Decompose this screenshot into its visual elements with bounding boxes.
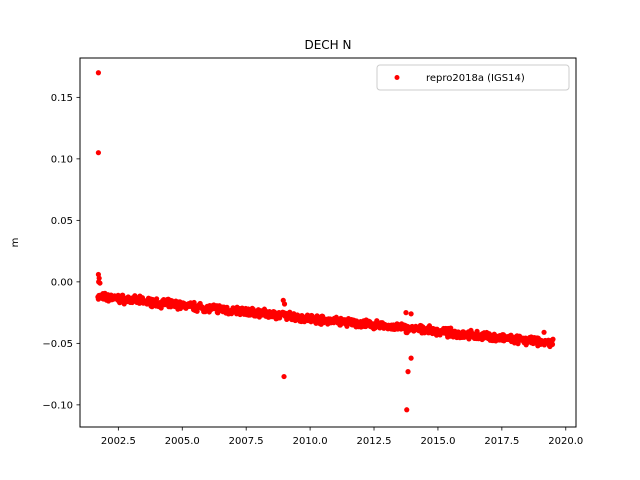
y-tick-label: 0.00 [51,277,73,288]
y-axis: 0.15 0.10 0.05 0.00 −0.05 −0.10 [42,93,80,411]
data-point [549,341,556,347]
data-point [95,150,102,156]
data-point [405,369,411,375]
y-tick-label: 0.10 [51,154,73,165]
data-point [403,310,409,316]
y-tick-label: 0.15 [51,93,73,104]
x-tick-label: 2020.0 [548,436,583,447]
data-points [95,70,556,413]
x-axis: 2002.5 2005.0 2007.5 2010.0 2012.5 2015.0 2017… [101,427,583,447]
data-point [550,336,556,342]
x-tick-label: 2010.0 [293,436,328,447]
data-point [426,323,433,329]
data-point [281,301,288,307]
x-tick-label: 2002.5 [101,436,136,447]
legend-label: repro2018a (IGS14) [426,73,525,84]
data-point [408,311,414,317]
legend-box [376,64,570,91]
plot-area [79,57,577,428]
data-point [408,355,414,361]
legend: repro2018a (IGS14) [376,64,570,91]
y-tick-label: 0.05 [51,216,73,227]
y-tick-label: −0.05 [42,339,73,350]
data-point [344,323,350,329]
data-point [287,309,293,315]
x-tick-label: 2007.5 [229,436,264,447]
x-tick-label: 2012.5 [357,436,392,447]
data-point [404,407,410,413]
data-point [97,280,103,286]
x-tick-label: 2017.5 [484,436,519,447]
x-tick-label: 2005.0 [165,436,200,447]
y-tick-label: −0.10 [42,400,73,411]
x-tick-label: 2015.0 [420,436,455,447]
legend-marker [394,75,400,80]
chart-title: DECH N [304,38,351,52]
data-point [95,70,102,76]
data-point [281,373,287,380]
data-point [541,329,547,335]
y-axis-label: m [10,238,21,248]
